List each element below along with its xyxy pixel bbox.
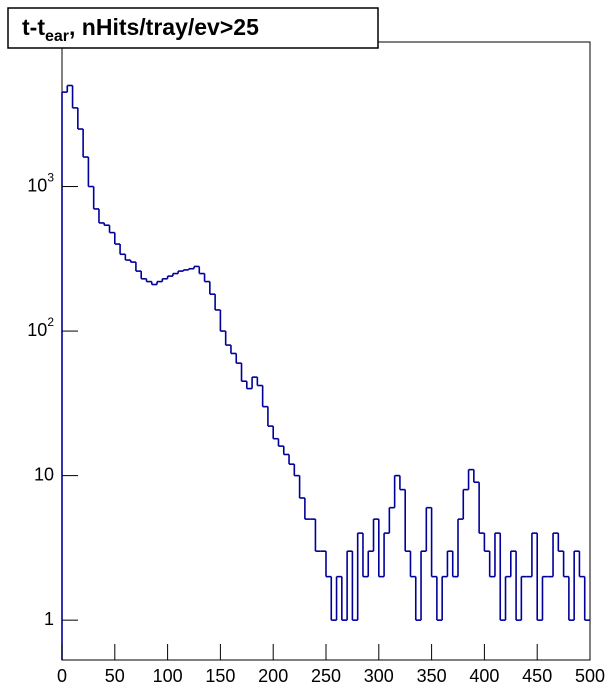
- x-tick-label: 250: [311, 666, 341, 686]
- x-tick-label: 150: [205, 666, 235, 686]
- histogram: [61, 84, 590, 660]
- y-tick-base: 10: [27, 320, 47, 340]
- x-tick-label: 450: [522, 666, 552, 686]
- x-tick-label: 300: [364, 666, 394, 686]
- x-tick-label: 200: [258, 666, 288, 686]
- chart-title: t-tear, nHits/tray/ev>25: [22, 14, 259, 45]
- x-tick-label: 50: [105, 666, 125, 686]
- title-sub: ear: [45, 28, 69, 45]
- x-tick-label: 400: [469, 666, 499, 686]
- y-tick-base: 10: [27, 175, 47, 195]
- y-tick-label: 102: [27, 315, 54, 340]
- y-tick-label: 1: [44, 609, 54, 629]
- y-tick-exponent: 2: [47, 315, 54, 329]
- y-tick-label: 10: [34, 464, 54, 484]
- title-box: [7, 7, 379, 49]
- step-connector: [61, 85, 586, 660]
- y-tick-exponent: 3: [47, 171, 54, 185]
- x-tick-label: 350: [417, 666, 447, 686]
- x-tick-label: 0: [57, 666, 67, 686]
- title-rest: , nHits/tray/ev>25: [69, 14, 259, 40]
- title-main: t-t: [22, 14, 45, 40]
- x-tick-label: 500: [575, 666, 605, 686]
- x-tick-label: 100: [153, 666, 183, 686]
- y-tick-label: 103: [27, 171, 54, 196]
